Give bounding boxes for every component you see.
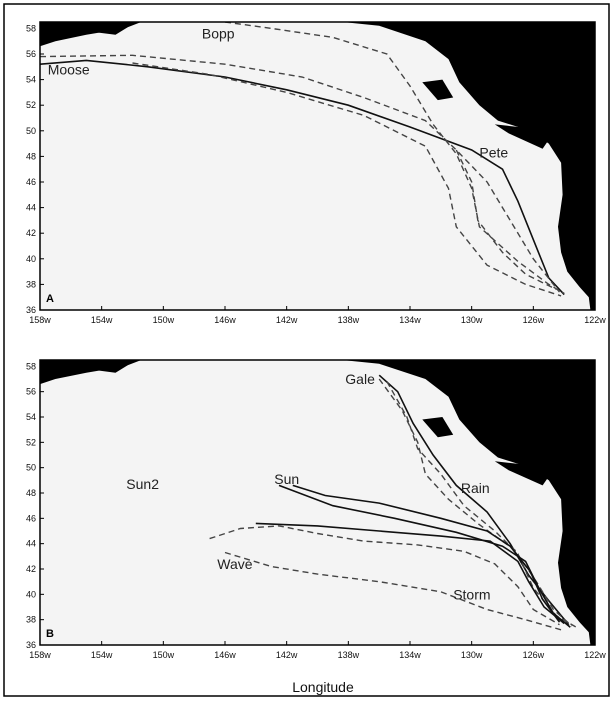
- track-label: Pete: [479, 145, 508, 161]
- y-tick-label: 50: [26, 126, 36, 136]
- island-land: [422, 417, 454, 438]
- x-tick-label: 138w: [338, 315, 360, 325]
- x-tick-label: 130w: [461, 315, 483, 325]
- track-line-bopp: [224, 22, 565, 295]
- x-tick-label: 126w: [523, 650, 545, 660]
- panel-frame: [39, 21, 596, 311]
- figure-border: [3, 3, 610, 697]
- track-line: [378, 378, 573, 627]
- x-tick-label: 154w: [91, 315, 113, 325]
- y-tick-label: 54: [26, 75, 36, 85]
- island-land: [95, 23, 128, 35]
- x-tick-label: 122w: [584, 650, 606, 660]
- y-tick-label: 58: [26, 23, 36, 33]
- y-tick-label: 44: [26, 539, 36, 549]
- track-label: Sun: [274, 471, 299, 487]
- track-line: [278, 484, 571, 628]
- panel-b: Gale Sun2 Sun Rain Wave Storm B 58 56 54 52 50 48 46 4…: [26, 359, 606, 660]
- y-tick-label: 38: [26, 615, 36, 625]
- track-line-wave: [209, 525, 560, 626]
- track-line: [224, 551, 562, 631]
- track-line-storm: [255, 522, 565, 625]
- track-label: Bopp: [202, 26, 235, 42]
- x-tick-label: 134w: [399, 650, 421, 660]
- y-tick-label: 46: [26, 513, 36, 523]
- y-tick-label: 56: [26, 387, 36, 397]
- x-tick-label: 150w: [153, 650, 175, 660]
- y-tick-label: 52: [26, 437, 36, 447]
- track-label: Wave: [217, 556, 252, 572]
- track-label: Sun2: [126, 476, 159, 492]
- track-line-moose: [40, 59, 565, 296]
- y-tick-label: 40: [26, 254, 36, 264]
- y-tick-label: 48: [26, 488, 36, 498]
- y-tick-label: 54: [26, 412, 36, 422]
- y-tick-label: 48: [26, 151, 36, 161]
- land-mass: [341, 360, 595, 645]
- island-land: [494, 124, 549, 149]
- x-tick-label: 158w: [29, 315, 51, 325]
- x-tick-label: 158w: [29, 650, 51, 660]
- y-tick-label: 56: [26, 49, 36, 59]
- x-tick-label: 138w: [338, 650, 360, 660]
- y-tick-label: 42: [26, 564, 36, 574]
- y-tick-label: 58: [26, 361, 36, 371]
- x-tick-label: 146w: [214, 315, 236, 325]
- track-line: [40, 54, 561, 293]
- track-line-sun: [292, 484, 561, 623]
- map-layer: [40, 22, 595, 310]
- x-axis-label: Longitude: [292, 679, 354, 695]
- track-label: Gale: [345, 371, 375, 387]
- x-tick-label: 126w: [523, 315, 545, 325]
- island-land: [95, 361, 128, 373]
- y-tick-label: 40: [26, 589, 36, 599]
- y-tick-label: 44: [26, 203, 36, 213]
- x-tick-label: 130w: [461, 650, 483, 660]
- x-tick-label: 154w: [91, 650, 113, 660]
- track-label: Rain: [461, 480, 490, 496]
- y-tick-label: 42: [26, 228, 36, 238]
- land-mass: [342, 22, 595, 310]
- map-layer: [40, 360, 595, 645]
- y-tick-label: 36: [26, 305, 36, 315]
- x-tick-label: 134w: [399, 315, 421, 325]
- x-tick-label: 142w: [276, 315, 298, 325]
- panel-letter: B: [46, 628, 54, 640]
- y-tick-label: 36: [26, 640, 36, 650]
- y-tick-label: 38: [26, 279, 36, 289]
- island-land: [422, 79, 454, 101]
- x-tick-label: 150w: [153, 315, 175, 325]
- panel-letter: A: [46, 293, 54, 305]
- x-tick-label: 122w: [584, 315, 606, 325]
- y-tick-label: 52: [26, 100, 36, 110]
- track-line-pete: [132, 62, 562, 297]
- y-tick-label: 50: [26, 463, 36, 473]
- track-label: Moose: [48, 62, 90, 78]
- track-line: [455, 149, 557, 291]
- y-tick-label: 46: [26, 177, 36, 187]
- x-tick-label: 146w: [214, 650, 236, 660]
- panel-a: BoppMoosePeteA58565452504846444240383615…: [26, 21, 606, 325]
- track-label: Storm: [453, 586, 490, 602]
- panel-frame: [39, 359, 596, 646]
- island-land: [494, 461, 549, 486]
- x-tick-label: 142w: [276, 650, 298, 660]
